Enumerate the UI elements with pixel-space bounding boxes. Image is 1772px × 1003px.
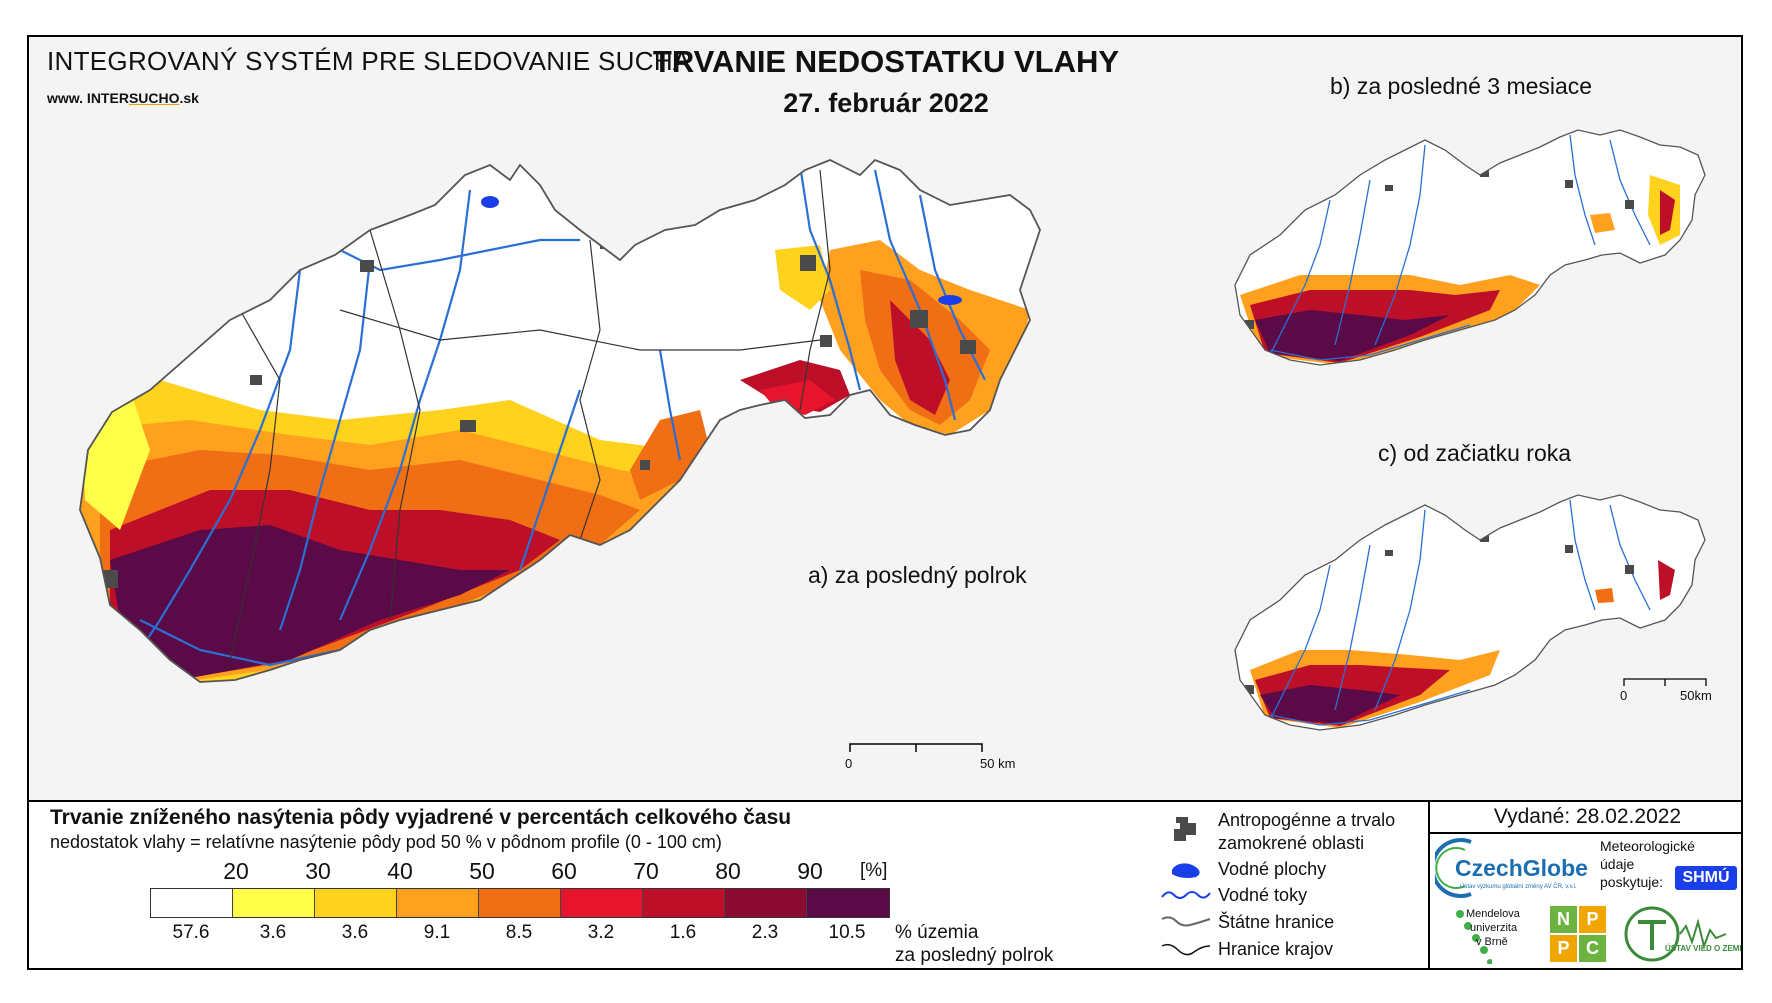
threshold-label: 90 <box>797 858 823 884</box>
czechglobe-logo-arc <box>1435 838 1472 898</box>
map-date: 27. február 2022 <box>783 88 989 118</box>
met-data-line1: Meteorologické <box>1600 838 1695 854</box>
website-highlight: SUCHO <box>128 90 180 106</box>
region-border-icon <box>1161 943 1211 956</box>
czechglobe-sub: Ústav výzkumu globální změny AV ČR, v.v.… <box>1460 884 1577 890</box>
uvz-text: ÚSTAV VIED O ZEMI <box>1665 944 1742 953</box>
credits-divider <box>1428 800 1430 968</box>
legend-swatch <box>807 889 889 917</box>
map-since-year-start <box>1234 494 1706 731</box>
mendel-line2: univerzita <box>1470 922 1518 934</box>
area-note-line1: % územia <box>895 922 979 943</box>
mendel-line1: Mendelova <box>1466 908 1520 920</box>
small-scalebar <box>1623 678 1707 686</box>
legend-swatch <box>315 889 397 917</box>
area-note-line2: za posledný polrok <box>895 945 1054 966</box>
threshold-label: 60 <box>551 858 577 884</box>
legend-panel <box>29 800 1741 968</box>
legend-swatch <box>725 889 807 917</box>
panel-b-label: b) za posledné 3 mesiace <box>1330 73 1593 99</box>
nppc-c: C <box>1579 935 1606 962</box>
mendel-line3: v Brně <box>1476 936 1508 948</box>
legend-colorbar <box>150 888 890 918</box>
key-state-border: Štátne hranice <box>1218 912 1335 932</box>
class-percent: 1.6 <box>669 922 697 943</box>
shmu-logo: SHMÚ <box>1675 866 1737 890</box>
threshold-label: 20 <box>223 858 249 884</box>
legend-unit: [%] <box>860 860 888 881</box>
legend-swatch <box>561 889 643 917</box>
met-data-line2: údaje <box>1600 856 1635 872</box>
mendel-logo-dots <box>1456 910 1492 964</box>
key-rivers: Vodné toky <box>1218 885 1308 905</box>
met-data-line3: poskytuje: <box>1600 874 1664 890</box>
threshold-label: 70 <box>633 858 659 884</box>
key-water-bodies: Vodné plochy <box>1218 859 1327 879</box>
class-percent: 3.6 <box>259 922 287 943</box>
class-percent: 3.6 <box>341 922 369 943</box>
key-anthropogenic-line1: Antropogénne a trvalo <box>1218 810 1396 830</box>
legend-title: Trvanie zníženého nasýtenia pôdy vyjadre… <box>50 806 792 829</box>
river-icon <box>1161 891 1211 899</box>
anthropogenic-icon <box>1174 817 1196 841</box>
water-body-icon <box>1172 863 1200 878</box>
main-scalebar <box>849 743 983 752</box>
legend-swatch <box>233 889 315 917</box>
czechglobe-logo: CzechGlobe <box>1455 855 1588 881</box>
panel-c-label: c) od začiatku roka <box>1378 440 1572 466</box>
threshold-label: 30 <box>305 858 331 884</box>
threshold-label: 80 <box>715 858 741 884</box>
nppc-p1: P <box>1579 906 1606 933</box>
nppc-p2: P <box>1550 935 1577 962</box>
small-scalebar-zero: 0 <box>1620 688 1628 703</box>
class-percent: 2.3 <box>751 922 779 943</box>
shmu-logo-text: SHMÚ <box>1682 869 1730 886</box>
legend-swatch <box>479 889 561 917</box>
issued-divider <box>1428 832 1741 834</box>
class-percent: 3.2 <box>587 922 615 943</box>
class-percent: 10.5 <box>828 922 866 943</box>
key-anthropogenic-line2: zamokrené oblasti <box>1218 833 1365 853</box>
threshold-label: 50 <box>469 858 495 884</box>
main-scalebar-end: 50 km <box>980 756 1016 771</box>
legend-swatch <box>397 889 479 917</box>
state-border-icon <box>1161 916 1211 927</box>
map-title: TRVANIE NEDOSTATKU VLAHY <box>652 44 1120 79</box>
key-region-border: Hranice krajov <box>1218 939 1334 959</box>
small-scalebar-end: 50km <box>1680 688 1712 703</box>
threshold-label: 40 <box>387 858 413 884</box>
website-suffix: .sk <box>179 90 199 106</box>
map-last-3-months <box>1234 129 1706 366</box>
website-link[interactable]: www. INTERSUCHO.sk <box>47 90 199 106</box>
nppc-n: N <box>1550 906 1577 933</box>
main-scalebar-zero: 0 <box>845 756 853 771</box>
website-prefix: www. INTER <box>47 90 129 106</box>
main-map <box>79 158 1041 683</box>
legend-swatch <box>643 889 725 917</box>
panel-a-label: a) za posledný polrok <box>808 562 1027 588</box>
class-percent: 9.1 <box>423 922 451 943</box>
nppc-logo: N P P C <box>1550 906 1606 962</box>
class-percent: 57.6 <box>172 922 210 943</box>
issued-date: Vydané: 28.02.2022 <box>1493 805 1682 828</box>
class-percent: 8.5 <box>505 922 533 943</box>
system-title: INTEGROVANÝ SYSTÉM PRE SLEDOVANIE SUCHA <box>47 46 691 76</box>
legend-swatch <box>151 889 233 917</box>
uvz-logo <box>1624 906 1727 962</box>
legend-subtitle: nedostatok vlahy = relatívne nasýtenie p… <box>50 832 722 852</box>
